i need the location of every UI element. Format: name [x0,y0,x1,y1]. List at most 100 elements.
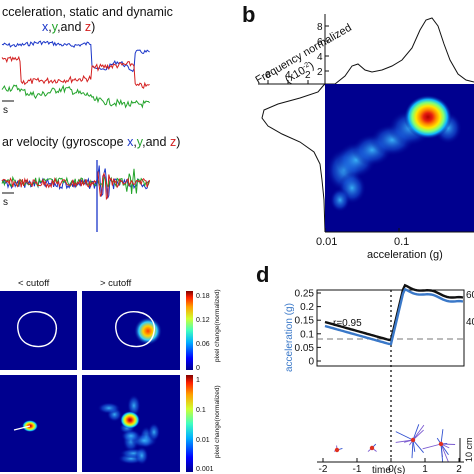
time-scale-label-1: s [3,105,8,116]
left-histogram-ticks: 6 4 2 [265,70,311,84]
cbar2-tick-2: 0.01 [196,437,210,444]
cbar1-label: pixel change(normalized) [214,289,221,362]
x-tick-label-0: 0.01 [316,236,337,248]
panel-a-subtitle-channels: x,y,and z) [42,20,95,34]
gyro-trace-z [1,171,151,201]
cbar1-tick-1: 0.12 [196,317,210,324]
cbar2-label: pixel change(normalized) [214,385,221,458]
trajectories [333,424,456,463]
trajectory-center [369,445,375,451]
trajectory-line [412,439,424,453]
left-marginal-histogram [261,83,326,233]
edge-glow-top [134,317,162,345]
d-xtick-label-2: 0 [388,464,394,474]
freq-unit-exp: -2 [302,61,311,70]
right-tick-1: 40 [466,317,474,328]
panel-d-y-label: acceleration (g) [284,303,295,372]
top-tick-label-2: 6 [317,37,323,48]
panel-d-y-ticks: 0.25 0.2 0.15 0.1 0.05 0 [295,289,321,368]
gyro-legend-sep: , [133,135,136,149]
accel-trace-y [1,84,150,109]
d-ytick-label-4: 0.05 [295,343,315,354]
top-marginal-histogram [325,17,474,85]
gyro-legend-y: y [137,135,144,149]
trajectory-line [412,424,420,441]
panel-a: cceleration, static and dynamic x,y,and … [1,5,180,232]
legend-x: x [42,20,49,34]
density-blob-6 [330,188,350,212]
trajectory-center [410,437,416,443]
freq-unit-close: ) [307,60,316,72]
top-histogram-ticks: 2 4 6 8 [317,22,329,78]
cbar1-tick-2: 0.06 [196,341,210,348]
density-x-label: acceleration (g) [367,249,443,261]
d-xtick-label-0: -2 [319,464,328,474]
d-ytick-label-3: 0.1 [300,329,314,340]
hotspot-above-bottom [120,411,140,429]
trajectory-line [422,443,442,450]
d-xtick-label-4: 2 [456,464,462,474]
gyro-legend-z: z [170,135,176,149]
panel-b-letter: b [242,2,255,27]
panel-d-x-label: time (s) [372,465,405,474]
map-above-cutoff-top [82,291,180,370]
label-below-cutoff: < cutoff [18,278,50,289]
acceleration-traces [1,40,150,109]
outline-below-top [17,311,58,348]
panel-d-x-ticks: -2 -1 0 1 2 [319,458,462,474]
d-ytick-label-0: 0.25 [295,289,315,300]
panel-a-title-gyroscope: ar velocity (gyroscope x,y,and z) [2,135,180,149]
top-tick-label-1: 4 [317,52,323,63]
spread-cloud [97,394,161,466]
spread-blob-8 [120,429,142,443]
colorbar-top [186,291,193,370]
legend-z: z [85,20,91,34]
spread-blob-11 [97,402,121,414]
map-below-cutoff-top [0,291,77,370]
colorbar-bottom [186,375,193,472]
trajectory-line [440,443,449,463]
label-above-cutoff: > cutoff [100,278,132,289]
d-ytick-label-2: 0.15 [295,316,315,327]
trajectory-below [13,425,31,431]
spread-blob-9 [135,446,149,466]
gyro-legend-close: ) [176,135,180,149]
accel-trace-z [1,55,150,89]
trajectory-center [438,441,444,447]
legend-and: ,and [57,20,85,34]
d-ytick-label-5: 0 [308,357,314,368]
density-peak [404,95,452,139]
legend-y: y [52,20,59,34]
left-tick-label-0: 6 [265,70,271,81]
legend-sep-1: , [48,20,51,34]
outline-above-top [115,311,156,348]
gyro-legend-x: x [127,135,134,149]
x-tick-label-1: 0.1 [394,236,409,248]
panel-c: < cutoff > cutoff 0.18 0.12 0.06 0 pixel… [0,278,221,473]
gyro-title-text: ar velocity (gyroscope [2,135,127,149]
left-tick-label-1: 4 [285,70,291,81]
cbar1-tick-0: 0.18 [196,293,210,300]
cbar1-tick-3: 0 [196,365,200,372]
legend-close: ) [91,20,95,34]
time-scale-label-2: s [3,197,8,208]
trajectory-line [412,429,424,441]
top-tick-label-0: 2 [317,67,323,78]
right-tick-0: 60 [466,290,474,301]
trajectory-line [395,439,414,443]
accel-trace-x [1,40,150,73]
trajectory-line [395,431,414,441]
top-tick-label-3: 8 [317,22,323,33]
gyro-legend-and: ,and [142,135,170,149]
panel-a-title-acceleration: cceleration, static and dynamic [2,5,173,19]
trajectory-line [440,443,456,445]
panel-d: d 0.25 0.2 0.15 0.1 0.05 0 acceleration (g) 6… [256,262,474,474]
trajectory-line [412,424,425,441]
trajectory-line [440,429,444,445]
cbar2-tick-1: 0.1 [196,407,206,414]
trace-blue [324,287,464,346]
trajectory-center [334,447,340,453]
trajectory-line [411,439,414,459]
spread-blob-10 [147,422,161,442]
